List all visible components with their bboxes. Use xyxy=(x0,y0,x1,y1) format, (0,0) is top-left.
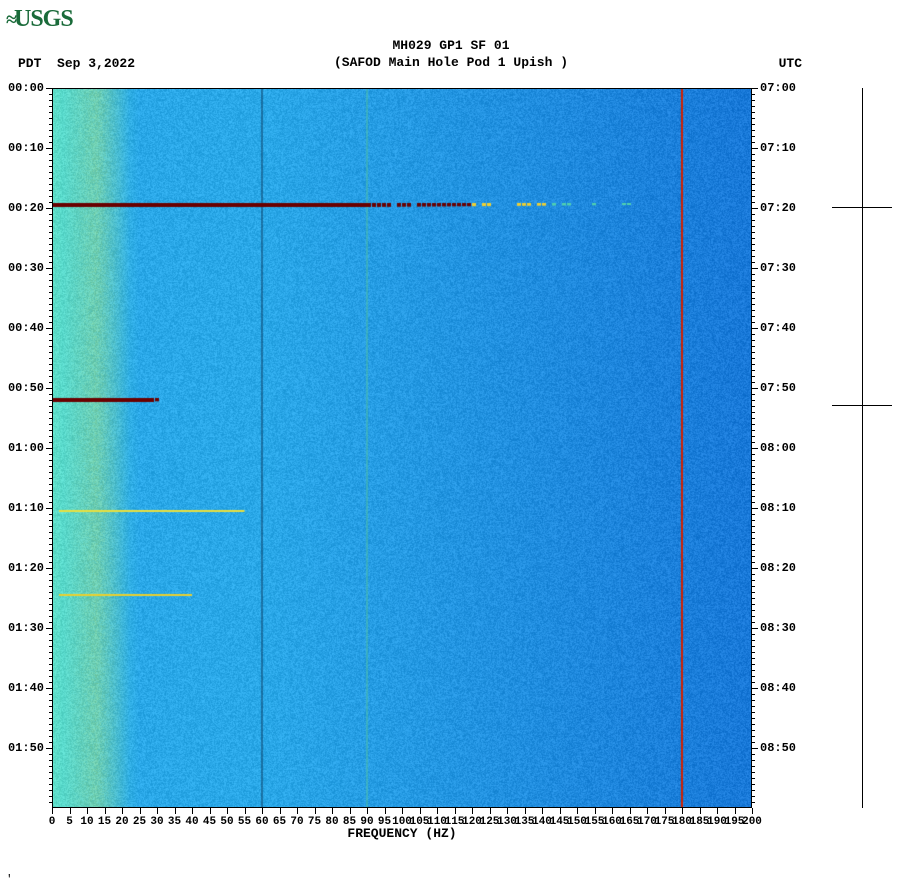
y-right-label: 08:20 xyxy=(760,561,796,575)
spectrogram-plot xyxy=(52,88,752,808)
y-right-label: 08:00 xyxy=(760,441,796,455)
y-right-label: 07:20 xyxy=(760,201,796,215)
center-line2: (SAFOD Main Hole Pod 1 Upish ) xyxy=(0,55,902,70)
scale-cross xyxy=(832,405,892,406)
y-left-label: 01:50 xyxy=(8,741,44,755)
y-left-label: 00:50 xyxy=(8,381,44,395)
y-left-label: 01:20 xyxy=(8,561,44,575)
right-tz: UTC xyxy=(779,56,802,71)
header-right: UTC xyxy=(779,56,802,71)
y-right-label: 08:50 xyxy=(760,741,796,755)
y-right-label: 08:40 xyxy=(760,681,796,695)
y-left-label: 01:00 xyxy=(8,441,44,455)
y-left-label: 00:20 xyxy=(8,201,44,215)
y-axis-left: 00:0000:1000:2000:3000:4000:5001:0001:10… xyxy=(0,88,52,808)
y-axis-right: 07:0007:1007:2007:3007:4007:5008:0008:10… xyxy=(752,88,812,808)
y-right-label: 07:30 xyxy=(760,261,796,275)
y-right-label: 07:40 xyxy=(760,321,796,335)
x-axis-label: FREQUENCY (HZ) xyxy=(52,826,752,841)
spectrogram-canvas xyxy=(52,88,752,808)
y-left-label: 01:10 xyxy=(8,501,44,515)
y-left-label: 00:30 xyxy=(8,261,44,275)
header-center: MH029 GP1 SF 01 (SAFOD Main Hole Pod 1 U… xyxy=(0,38,902,70)
y-right-label: 08:10 xyxy=(760,501,796,515)
y-left-label: 00:00 xyxy=(8,81,44,95)
scale-cross xyxy=(832,207,892,208)
y-left-label: 00:10 xyxy=(8,141,44,155)
scale-bar xyxy=(832,88,892,808)
y-right-label: 08:30 xyxy=(760,621,796,635)
y-left-label: 00:40 xyxy=(8,321,44,335)
usgs-logo: ≈USGS xyxy=(6,6,73,33)
y-left-label: 01:40 xyxy=(8,681,44,695)
y-right-label: 07:50 xyxy=(760,381,796,395)
footer-mark: ' xyxy=(6,874,13,886)
scale-vertical xyxy=(862,88,863,808)
logo-text: USGS xyxy=(14,6,73,32)
y-right-label: 07:00 xyxy=(760,81,796,95)
y-right-label: 07:10 xyxy=(760,141,796,155)
y-left-label: 01:30 xyxy=(8,621,44,635)
center-line1: MH029 GP1 SF 01 xyxy=(392,38,509,53)
